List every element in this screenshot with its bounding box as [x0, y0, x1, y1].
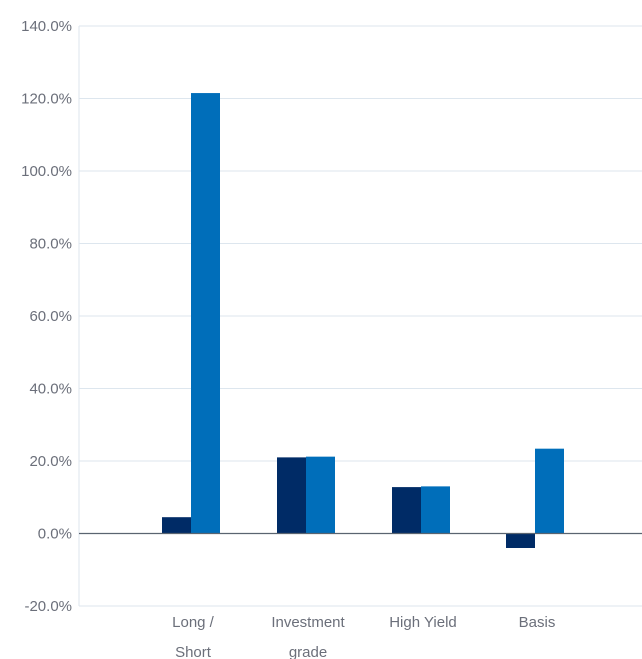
category-label: Investment	[271, 614, 345, 631]
bar	[277, 457, 306, 534]
bar	[162, 517, 191, 534]
category-label: Long /	[172, 614, 215, 631]
bar	[191, 93, 220, 534]
category-labels: Long / Short Investment grade High Yield Basi…	[172, 614, 555, 659]
y-axis: -20.0% 0.0% 20.0% 40.0% 60.0% 80.0% 100.0% 120.…	[21, 18, 80, 615]
category-label: Basis	[519, 614, 556, 631]
bar	[535, 448, 564, 534]
category-label: grade	[289, 644, 327, 659]
bar	[392, 487, 421, 534]
y-tick-label: 40.0%	[29, 381, 72, 398]
bar	[306, 456, 335, 534]
bar	[421, 486, 450, 534]
y-tick-label: 80.0%	[29, 236, 72, 253]
y-tick-label: 0.0%	[38, 526, 72, 543]
y-tick-label: 60.0%	[29, 308, 72, 325]
gridlines	[79, 25, 642, 607]
y-tick-label: 140.0%	[21, 18, 72, 35]
bars	[79, 93, 642, 548]
bar	[506, 533, 535, 548]
category-label: Short	[175, 644, 212, 659]
category-label: High Yield	[389, 614, 457, 631]
y-tick-label: 120.0%	[21, 91, 72, 108]
y-tick-label: 20.0%	[29, 453, 72, 470]
y-tick-label: 100.0%	[21, 163, 72, 180]
y-tick-label: -20.0%	[24, 598, 72, 615]
